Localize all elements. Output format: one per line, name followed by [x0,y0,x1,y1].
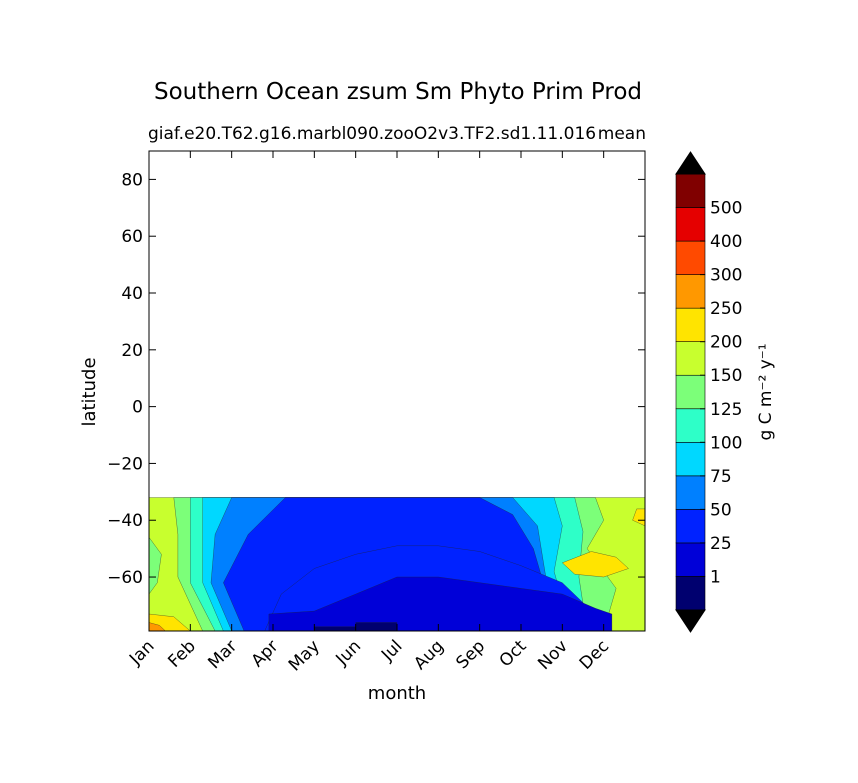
x-tick-label: Aug [410,636,448,674]
colorbar-segment [675,475,706,510]
colorbar-segment [675,307,706,342]
y-tick-label: 60 [121,227,143,247]
colorbar-tick-label: 125 [710,400,742,420]
contour-field [149,497,645,631]
contour-region [561,551,629,578]
y-tick-label: 40 [121,284,143,304]
y-axis: 80 60 40 20 0 −20 −40 −60 [107,170,645,588]
colorbar-tick-label: 50 [710,500,732,520]
colorbar-label: g C m⁻² y⁻¹ [756,343,776,440]
colorbar-tick-label: 300 [710,266,742,286]
y-tick-label: −40 [107,511,143,531]
colorbar-tick-label: 500 [710,199,742,219]
x-tick-label: Mar [204,636,241,673]
contour-region [149,536,162,595]
colorbar-tick-label: 75 [710,467,732,487]
y-tick-label: 20 [121,341,143,361]
colorbar-segment [675,274,706,309]
colorbar-segment [675,408,706,443]
colorbar-tick-label: 400 [710,232,742,252]
x-tick-label: Feb [164,636,199,671]
colorbar-extend-max [675,151,706,175]
colorbar-segment [675,576,706,611]
contour-region [149,622,166,631]
colorbar-extend-min [675,609,706,633]
colorbar-tick-label: 150 [710,366,742,386]
y-tick-label: −20 [107,454,143,474]
colorbar-segment [675,173,706,208]
chart-subtitle-left: giaf.e20.T62.g16.marbl090.zooO2v3.TF2.sd… [148,124,596,144]
contour-region [268,576,613,631]
contour-region [632,508,645,527]
x-tick-label: Jul [377,636,406,665]
colorbar-segment [675,207,706,242]
y-tick-label: −60 [107,568,143,588]
chart-title: Southern Ocean zsum Sm Phyto Prim Prod [154,79,642,105]
colorbar-segment [675,341,706,376]
colorbar-segment [675,542,706,577]
colorbar-tick-label: 25 [710,534,732,554]
x-tick-label: Oct [496,636,531,671]
colorbar-tick-label: 100 [710,433,742,453]
x-tick-label: Jun [332,636,366,670]
y-axis-label: latitude [79,357,100,426]
colorbar-tick-label: 1 [710,567,721,587]
chart-subtitle-right: mean [598,124,646,144]
x-axis-label: month [368,683,426,704]
colorbar-segment [675,374,706,410]
x-tick-label: Sep [452,636,489,673]
colorbar-tick-label: 200 [710,333,742,353]
x-tick-label: Nov [534,636,572,674]
colorbar-segment [675,509,706,544]
x-tick-label: Jan [125,636,158,669]
x-tick-label: Apr [248,636,283,671]
x-tick-label: May [285,636,324,675]
colorbar-tick-label: 250 [710,299,742,319]
y-tick-label: 80 [121,170,143,190]
x-tick-label: Dec [576,636,613,673]
y-tick-label: 0 [132,398,143,418]
colorbar-segment [675,442,706,477]
colorbar-segment [675,240,706,275]
